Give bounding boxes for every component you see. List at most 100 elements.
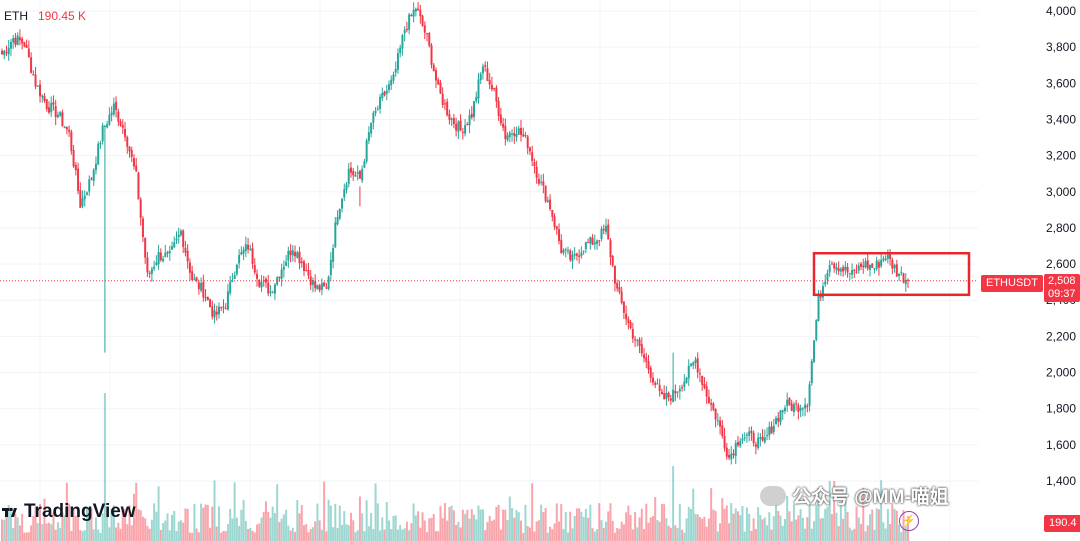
volume-bar bbox=[173, 510, 176, 541]
volume-bar bbox=[580, 511, 583, 541]
candle-body bbox=[468, 115, 471, 126]
candle-body bbox=[43, 96, 46, 101]
candle-body bbox=[528, 147, 531, 152]
candle-body bbox=[754, 444, 757, 447]
candle-body bbox=[868, 264, 871, 270]
volume-bar bbox=[900, 532, 903, 541]
candle-body bbox=[153, 266, 156, 269]
volume-bar bbox=[372, 529, 375, 541]
volume-bar bbox=[81, 531, 84, 541]
volume-bar bbox=[884, 528, 887, 541]
candle-body bbox=[797, 405, 800, 412]
y-tick-label: 2,800 bbox=[1046, 221, 1076, 235]
volume-bar bbox=[573, 515, 576, 541]
candle-body bbox=[584, 242, 587, 250]
candle-body bbox=[804, 404, 807, 409]
candle-body bbox=[381, 92, 384, 99]
candle-body bbox=[291, 250, 294, 256]
volume-bar bbox=[667, 525, 670, 541]
candle-body bbox=[481, 66, 484, 74]
volume-bar bbox=[430, 517, 433, 541]
volume-bar bbox=[410, 523, 413, 541]
y-tick-label: 2,600 bbox=[1046, 257, 1076, 271]
candle-body bbox=[524, 135, 527, 137]
volume-bar bbox=[68, 503, 71, 541]
candle-body bbox=[441, 93, 444, 106]
volume-bar bbox=[835, 512, 838, 541]
candle-body bbox=[343, 189, 346, 198]
candle-body bbox=[106, 124, 109, 128]
candle-body bbox=[74, 164, 77, 171]
volume-bar bbox=[86, 507, 89, 541]
tradingview-watermark[interactable]: TradingView bbox=[2, 501, 136, 523]
volume-bar bbox=[587, 517, 590, 541]
price-tag-countdown: 09:37 bbox=[1048, 288, 1076, 300]
volume-bar bbox=[815, 504, 818, 541]
volume-bar bbox=[602, 527, 605, 541]
volume-bar bbox=[296, 499, 299, 541]
volume-bar bbox=[468, 518, 471, 541]
volume-bar bbox=[848, 527, 851, 541]
candle-body bbox=[428, 33, 431, 46]
volume-bar bbox=[175, 530, 178, 541]
volume-bar bbox=[50, 524, 53, 541]
candle-body bbox=[562, 250, 565, 253]
volume-bar bbox=[622, 524, 625, 541]
candle-body bbox=[672, 389, 675, 403]
candle-body bbox=[188, 262, 191, 273]
volume-bar bbox=[844, 487, 847, 541]
candle-body bbox=[694, 359, 697, 363]
volume-bar bbox=[734, 508, 737, 541]
volume-bar bbox=[182, 522, 185, 541]
y-tick-label: 4,000 bbox=[1046, 4, 1076, 18]
volume-bar bbox=[710, 488, 713, 541]
candle-body bbox=[593, 242, 596, 245]
candle-body bbox=[200, 282, 203, 291]
candle-body bbox=[258, 280, 261, 287]
candle-body bbox=[47, 107, 50, 113]
volume-bar bbox=[139, 510, 142, 541]
volume-bar bbox=[448, 506, 451, 541]
volume-bar bbox=[886, 509, 889, 541]
volume-bar bbox=[783, 519, 786, 541]
price-axis[interactable]: 4,000 3,800 3,600 3,400 3,200 3,000 2,800 2,600… bbox=[1046, 4, 1076, 488]
volume-bar bbox=[56, 522, 59, 541]
volume-bar bbox=[388, 520, 391, 541]
candle-body bbox=[1, 50, 3, 55]
volume-bar bbox=[522, 532, 525, 541]
candle-body bbox=[566, 250, 569, 252]
volume-bar bbox=[148, 528, 151, 541]
volume-bar bbox=[119, 528, 122, 541]
volume-bar bbox=[191, 532, 194, 541]
volume-bar bbox=[271, 506, 274, 541]
volume-bar bbox=[231, 518, 234, 541]
candle-body bbox=[783, 407, 786, 412]
candle-body bbox=[676, 391, 679, 393]
volume-bar bbox=[267, 511, 270, 541]
volume-bar bbox=[813, 521, 816, 541]
candle-body bbox=[716, 420, 719, 422]
volume-bar bbox=[441, 518, 444, 541]
volume-bar bbox=[598, 503, 601, 541]
volume-bar bbox=[640, 508, 643, 541]
volume-bar bbox=[475, 519, 478, 541]
volume-bar bbox=[363, 531, 366, 541]
candle-body bbox=[683, 381, 686, 387]
candle-body bbox=[336, 216, 339, 225]
flash-icon[interactable]: ⚡ bbox=[899, 511, 919, 531]
symbol-tag[interactable]: ETHUSDT bbox=[981, 275, 1043, 292]
y-tick-label: 3,200 bbox=[1046, 149, 1076, 163]
volume-bar bbox=[204, 504, 207, 541]
volume-bar bbox=[202, 507, 205, 541]
candle-body bbox=[54, 106, 57, 118]
volume-bar bbox=[209, 527, 212, 541]
candle-body bbox=[3, 50, 6, 56]
candle-body bbox=[92, 169, 95, 181]
candle-body bbox=[620, 291, 623, 303]
candle-body bbox=[502, 123, 505, 128]
volume-bar bbox=[193, 504, 196, 541]
candle-body bbox=[318, 285, 321, 291]
volume-bar bbox=[891, 504, 894, 541]
candle-body bbox=[625, 313, 628, 320]
